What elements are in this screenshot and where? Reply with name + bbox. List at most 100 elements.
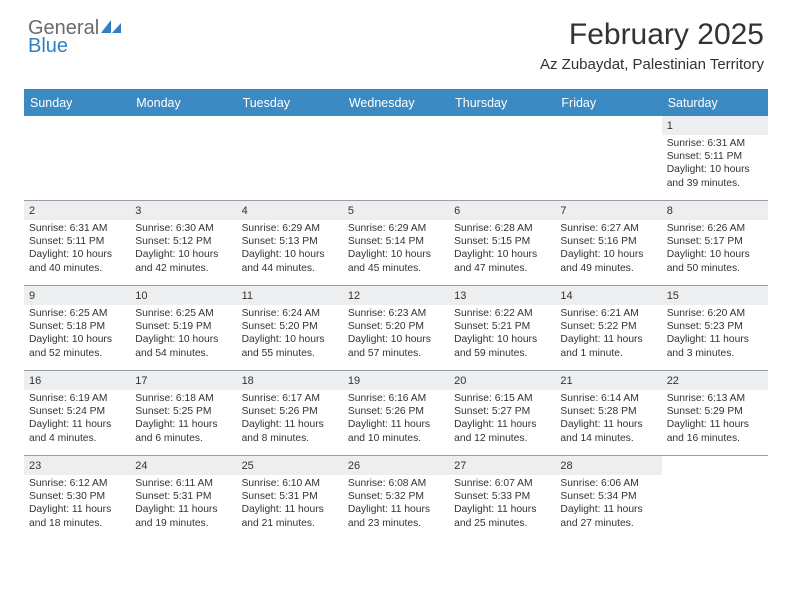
daylight: Daylight: 10 hours and 47 minutes. [454, 248, 550, 274]
title-block: February 2025 Az Zubaydat, Palestinian T… [540, 18, 764, 73]
sunset: Sunset: 5:14 PM [348, 235, 444, 248]
dow-friday: Friday [555, 90, 661, 116]
day-number [343, 116, 449, 121]
day-details: Sunrise: 6:10 AMSunset: 5:31 PMDaylight:… [237, 475, 343, 534]
daylight: Daylight: 11 hours and 16 minutes. [667, 418, 763, 444]
sunrise: Sunrise: 6:11 AM [135, 477, 231, 490]
daylight: Daylight: 11 hours and 14 minutes. [560, 418, 656, 444]
sunset: Sunset: 5:26 PM [242, 405, 338, 418]
day-number: 16 [24, 371, 130, 390]
daylight: Daylight: 10 hours and 59 minutes. [454, 333, 550, 359]
sunset: Sunset: 5:34 PM [560, 490, 656, 503]
sunset: Sunset: 5:33 PM [454, 490, 550, 503]
daylight: Daylight: 11 hours and 23 minutes. [348, 503, 444, 529]
sunrise: Sunrise: 6:31 AM [667, 137, 763, 150]
sunset: Sunset: 5:31 PM [242, 490, 338, 503]
day-number: 17 [130, 371, 236, 390]
sunset: Sunset: 5:28 PM [560, 405, 656, 418]
sunrise: Sunrise: 6:08 AM [348, 477, 444, 490]
daylight: Daylight: 10 hours and 55 minutes. [242, 333, 338, 359]
day-number: 12 [343, 286, 449, 305]
day-number: 14 [555, 286, 661, 305]
daylight: Daylight: 10 hours and 54 minutes. [135, 333, 231, 359]
day-details: Sunrise: 6:24 AMSunset: 5:20 PMDaylight:… [237, 305, 343, 364]
daylight: Daylight: 10 hours and 50 minutes. [667, 248, 763, 274]
sunset: Sunset: 5:31 PM [135, 490, 231, 503]
sunset: Sunset: 5:23 PM [667, 320, 763, 333]
dow-sunday: Sunday [24, 90, 130, 116]
day-details: Sunrise: 6:29 AMSunset: 5:14 PMDaylight:… [343, 220, 449, 279]
dow-saturday: Saturday [662, 90, 768, 116]
day-number: 8 [662, 201, 768, 220]
sunset: Sunset: 5:21 PM [454, 320, 550, 333]
sunset: Sunset: 5:22 PM [560, 320, 656, 333]
sunrise: Sunrise: 6:23 AM [348, 307, 444, 320]
sunrise: Sunrise: 6:14 AM [560, 392, 656, 405]
week-row: 16Sunrise: 6:19 AMSunset: 5:24 PMDayligh… [24, 370, 768, 455]
day-2: 2Sunrise: 6:31 AMSunset: 5:11 PMDaylight… [24, 201, 130, 285]
day-empty [555, 116, 661, 200]
day-23: 23Sunrise: 6:12 AMSunset: 5:30 PMDayligh… [24, 456, 130, 540]
sunrise: Sunrise: 6:15 AM [454, 392, 550, 405]
sunrise: Sunrise: 6:26 AM [667, 222, 763, 235]
day-number: 15 [662, 286, 768, 305]
day-4: 4Sunrise: 6:29 AMSunset: 5:13 PMDaylight… [237, 201, 343, 285]
day-details: Sunrise: 6:22 AMSunset: 5:21 PMDaylight:… [449, 305, 555, 364]
day-number: 6 [449, 201, 555, 220]
day-22: 22Sunrise: 6:13 AMSunset: 5:29 PMDayligh… [662, 371, 768, 455]
sunrise: Sunrise: 6:25 AM [135, 307, 231, 320]
sunset: Sunset: 5:26 PM [348, 405, 444, 418]
sunset: Sunset: 5:24 PM [29, 405, 125, 418]
day-details: Sunrise: 6:23 AMSunset: 5:20 PMDaylight:… [343, 305, 449, 364]
day-number: 26 [343, 456, 449, 475]
day-15: 15Sunrise: 6:20 AMSunset: 5:23 PMDayligh… [662, 286, 768, 370]
day-empty [343, 116, 449, 200]
day-9: 9Sunrise: 6:25 AMSunset: 5:18 PMDaylight… [24, 286, 130, 370]
sunset: Sunset: 5:27 PM [454, 405, 550, 418]
sunrise: Sunrise: 6:10 AM [242, 477, 338, 490]
day-19: 19Sunrise: 6:16 AMSunset: 5:26 PMDayligh… [343, 371, 449, 455]
day-number: 2 [24, 201, 130, 220]
day-number: 9 [24, 286, 130, 305]
day-7: 7Sunrise: 6:27 AMSunset: 5:16 PMDaylight… [555, 201, 661, 285]
day-details: Sunrise: 6:26 AMSunset: 5:17 PMDaylight:… [662, 220, 768, 279]
daylight: Daylight: 11 hours and 12 minutes. [454, 418, 550, 444]
sunset: Sunset: 5:19 PM [135, 320, 231, 333]
day-details: Sunrise: 6:16 AMSunset: 5:26 PMDaylight:… [343, 390, 449, 449]
daylight: Daylight: 11 hours and 19 minutes. [135, 503, 231, 529]
day-details: Sunrise: 6:15 AMSunset: 5:27 PMDaylight:… [449, 390, 555, 449]
day-13: 13Sunrise: 6:22 AMSunset: 5:21 PMDayligh… [449, 286, 555, 370]
daylight: Daylight: 11 hours and 8 minutes. [242, 418, 338, 444]
day-details: Sunrise: 6:17 AMSunset: 5:26 PMDaylight:… [237, 390, 343, 449]
sunrise: Sunrise: 6:06 AM [560, 477, 656, 490]
day-details: Sunrise: 6:19 AMSunset: 5:24 PMDaylight:… [24, 390, 130, 449]
dow-monday: Monday [130, 90, 236, 116]
location: Az Zubaydat, Palestinian Territory [540, 56, 764, 73]
sunset: Sunset: 5:18 PM [29, 320, 125, 333]
day-details: Sunrise: 6:29 AMSunset: 5:13 PMDaylight:… [237, 220, 343, 279]
week-row: 9 Sunrise: 6:25 AM Sunset: 5:18 PM Daylight… [24, 285, 768, 370]
day-number: 23 [24, 456, 130, 475]
day-21: 21Sunrise: 6:14 AMSunset: 5:28 PMDayligh… [555, 371, 661, 455]
day-number: 10 [130, 286, 236, 305]
sunrise: Sunrise: 6:12 AM [29, 477, 125, 490]
sunset: Sunset: 5:30 PM [29, 490, 125, 503]
day-number: 19 [343, 371, 449, 390]
day-of-week-row: SundayMondayTuesdayWednesdayThursdayFrid… [24, 90, 768, 116]
day-28: 28Sunrise: 6:06 AMSunset: 5:34 PMDayligh… [555, 456, 661, 540]
daylight: Daylight: 10 hours and 40 minutes. [29, 248, 125, 274]
day-empty [130, 116, 236, 200]
sunset: Sunset: 5:29 PM [667, 405, 763, 418]
day-18: 18Sunrise: 6:17 AMSunset: 5:26 PMDayligh… [237, 371, 343, 455]
dow-thursday: Thursday [449, 90, 555, 116]
sunset: Sunset: 5:11 PM [29, 235, 125, 248]
day-24: 24Sunrise: 6:11 AMSunset: 5:31 PMDayligh… [130, 456, 236, 540]
daylight: Daylight: 11 hours and 1 minute. [560, 333, 656, 359]
sunset: Sunset: 5:16 PM [560, 235, 656, 248]
day-6: 6Sunrise: 6:28 AMSunset: 5:15 PMDaylight… [449, 201, 555, 285]
day-details: Sunrise: 6:18 AMSunset: 5:25 PMDaylight:… [130, 390, 236, 449]
daylight: Daylight: 10 hours and 49 minutes. [560, 248, 656, 274]
daylight: Daylight: 11 hours and 4 minutes. [29, 418, 125, 444]
day-14: 14Sunrise: 6:21 AMSunset: 5:22 PMDayligh… [555, 286, 661, 370]
day-details: Sunrise: 6:13 AMSunset: 5:29 PMDaylight:… [662, 390, 768, 449]
